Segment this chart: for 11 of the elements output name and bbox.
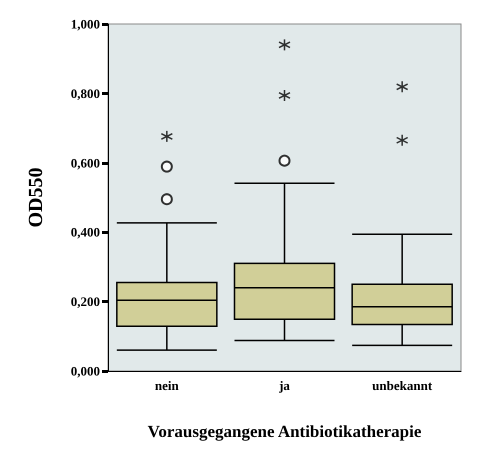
- y-tick-label: 0,200: [70, 294, 100, 310]
- x-axis-title: Vorausgegangene Antibiotikatherapie: [148, 422, 422, 441]
- y-tick-label: 0,800: [70, 86, 100, 101]
- x-tick-label: nein: [154, 378, 180, 393]
- y-tick-label: 0,600: [70, 155, 100, 170]
- y-axis-title: OD550: [25, 168, 47, 228]
- y-tick-label: 1,000: [70, 16, 100, 32]
- y-tick-label: 0,400: [70, 224, 100, 240]
- x-tick-label: ja: [278, 378, 290, 393]
- x-tick-label: unbekannt: [372, 378, 433, 393]
- y-tick-label: 0,000: [70, 364, 100, 378]
